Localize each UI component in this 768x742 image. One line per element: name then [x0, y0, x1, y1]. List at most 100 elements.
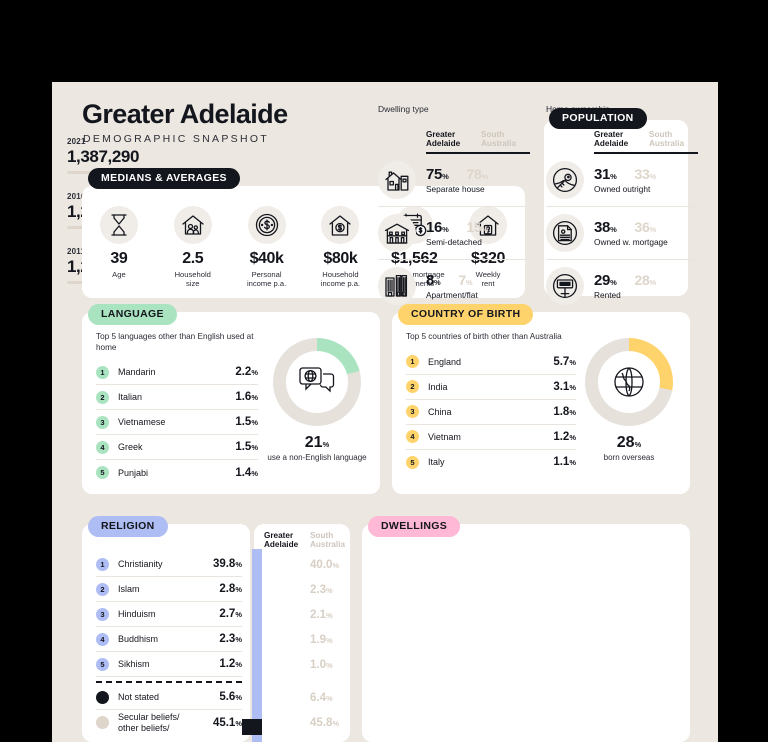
dwelling-ga-value: 31%: [594, 165, 617, 183]
dwelling-sa-value: 7%: [458, 271, 473, 288]
rank-value: 1.1%: [553, 456, 576, 469]
religion-label: Buddhism: [118, 633, 159, 644]
religion-sa-row: 2.1%: [310, 608, 333, 621]
religion-ga-value: 2.3%: [219, 633, 242, 645]
rank-badge: 2: [96, 582, 109, 596]
home-ownership-headers: Greater Adelaide South Australia: [594, 130, 685, 149]
religion-scrollbar-track[interactable]: [252, 549, 262, 742]
religion-sa-row: 2.3%: [310, 583, 333, 596]
dwelling-values: 8% 7% Apartment/flat: [426, 272, 478, 300]
rank-label: Mandarin: [118, 367, 156, 378]
religion-divider: [96, 681, 242, 683]
rank-row: 5 Punjabi 1.4%: [96, 460, 258, 485]
country-of-birth-pill: COUNTRY OF BIRTH: [398, 304, 534, 325]
rank-row: 3 Vietnamese 1.5%: [96, 410, 258, 436]
religion-pill: RELIGION: [88, 516, 168, 537]
dwelling-values: 16% 15% Semi-detached: [426, 219, 488, 247]
dwelling-row: 31% 33% Owned outright: [546, 154, 698, 207]
population-value: 1,387,290: [67, 147, 140, 166]
religion-ga-value: 2.8%: [219, 583, 242, 595]
birth-donut-value: 28%: [616, 434, 642, 451]
rank-row: 4 Greek 1.5%: [96, 435, 258, 461]
medians-grid: 39 Age 2.5 Household size $40k Personal income …: [82, 200, 525, 298]
page-title: Greater Adelaide: [82, 99, 288, 129]
infographic-page: Greater Adelaide DEMOGRAPHIC SNAPSHOT PO…: [52, 82, 718, 742]
dwelling-ga-value: 38%: [594, 218, 617, 236]
dwelling-type-headers: Greater Adelaide South Australia: [426, 130, 517, 149]
religion-sa-row: 40.0%: [310, 558, 340, 571]
rank-badge: 5: [96, 466, 109, 480]
dwelling-label: Semi-detached: [426, 236, 482, 247]
population-year: 2016: [67, 192, 86, 201]
dwelling-ga-value: 16%: [426, 218, 449, 236]
median-value: 39: [110, 250, 128, 267]
religion-dot: [96, 716, 109, 729]
religion-col-south: South Australia: [310, 531, 346, 550]
rank-badge: 4: [406, 430, 419, 444]
dwelling-sa-value: 28%: [634, 271, 656, 288]
religion-ga-value: 2.7%: [219, 608, 242, 620]
house-dollar-icon: [321, 206, 360, 244]
median-value: $320: [471, 250, 506, 267]
dwelling-values: 31% 33% Owned outright: [594, 166, 656, 194]
median-item: 39 Age: [82, 200, 156, 279]
religion-row: Not stated 5.6%: [96, 685, 242, 710]
religion-card: [82, 524, 250, 742]
religion-ga-value: 45.1%: [212, 716, 242, 729]
population-year: 2021: [67, 137, 86, 146]
dwelling-label: Owned outright: [594, 183, 651, 194]
religion-scrollbar-thumb[interactable]: [242, 719, 262, 735]
rank-label: Punjabi: [118, 467, 149, 478]
rank-label: Greek: [118, 442, 143, 453]
dwelling-row: 8% 7% Apartment/flat: [378, 260, 530, 312]
median-item: $320 Weekly rent: [451, 200, 525, 289]
religion-ga-value: 1.2%: [219, 658, 242, 670]
rank-badge: 3: [406, 405, 419, 419]
median-label: Age: [112, 270, 126, 279]
dwelling-row: 38% 36% Owned w. mortgage: [546, 207, 698, 260]
rank-badge: 5: [96, 657, 109, 671]
religion-sa-row: 6.4%: [310, 691, 333, 704]
religion-sa-row: 1.0%: [310, 658, 333, 671]
dwelling-ga-value: 29%: [594, 271, 617, 289]
speech-globe-icon: [273, 338, 361, 426]
rank-row: 2 Italian 1.6%: [96, 385, 258, 411]
for-lease-sign-icon: [546, 266, 584, 305]
rank-row: 3 China 1.8%: [406, 400, 576, 425]
dwelling-type-column: Dwelling type Greater Adelaide South Austr…: [378, 104, 530, 312]
median-item: $40k Personal income p.a.: [230, 200, 304, 289]
dwelling-values: 38% 36% Owned w. mortgage: [594, 219, 668, 247]
rank-value: 5.7%: [553, 355, 576, 368]
religion-label: Hinduism: [118, 608, 156, 619]
rank-badge: 2: [96, 390, 109, 404]
rank-row: 2 India 3.1%: [406, 375, 576, 400]
language-rank-list: 1 Mandarin 2.2% 2 Italian 1.6% 3 Vietnamese 1.5%…: [96, 360, 258, 485]
religion-row: 3 Hinduism 2.7%: [96, 602, 242, 627]
key-circle-icon: [546, 160, 584, 199]
religion-label: Sikhism: [118, 658, 150, 669]
religion-row: 4 Buddhism 2.3%: [96, 627, 242, 652]
rank-row: 1 Mandarin 2.2%: [96, 360, 258, 386]
dwelling-ga-value: 75%: [426, 165, 449, 183]
language-donut-caption: use a non-English language: [267, 453, 367, 462]
medians-pill: MEDIANS & AVERAGES: [88, 168, 240, 189]
dwelling-sa-value: 78%: [466, 165, 488, 182]
rank-value: 2.2%: [235, 366, 258, 379]
rank-badge: 5: [406, 455, 419, 469]
birth-donut-caption: born overseas: [603, 453, 655, 462]
rank-badge: 3: [96, 415, 109, 429]
dwelling-values: 75% 78% Separate house: [426, 166, 488, 194]
rank-badge: 1: [96, 365, 109, 379]
rank-value: 1.4%: [235, 466, 258, 479]
dwelling-ga-value: 8%: [426, 271, 441, 289]
rank-badge: 3: [96, 607, 109, 621]
rank-value: 1.8%: [553, 405, 576, 418]
dwelling-type-title: Dwelling type: [378, 104, 429, 114]
dwellings-pill: DWELLINGS: [368, 516, 461, 537]
dwelling-label: Owned w. mortgage: [594, 236, 668, 247]
language-list-block: Top 5 languages other than English used …: [96, 332, 258, 485]
birth-list-block: Top 5 countries of birth other than Aust…: [406, 332, 576, 475]
rank-badge: 1: [406, 355, 419, 369]
house-key-icon: [469, 206, 508, 244]
medians-card: [82, 186, 525, 298]
